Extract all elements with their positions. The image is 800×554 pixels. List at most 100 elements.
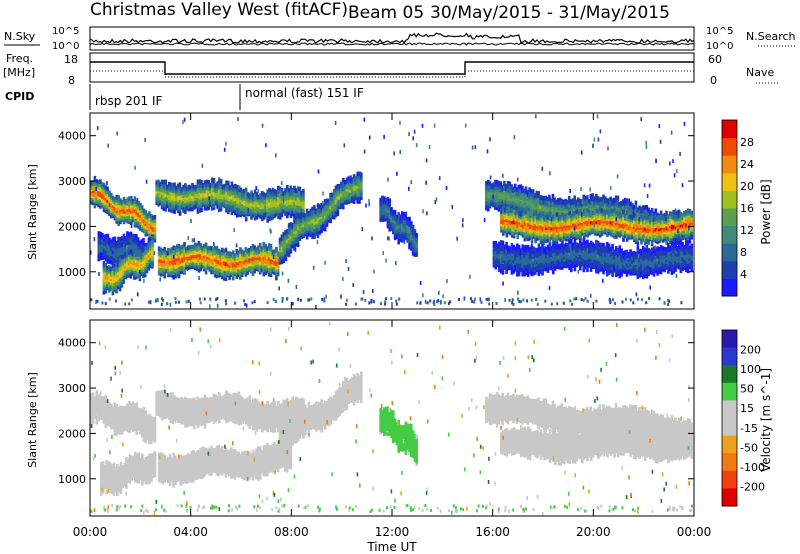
echo-cell (243, 188, 246, 194)
echo-cell (133, 217, 137, 223)
echo-cell (130, 200, 133, 206)
echo-cell (244, 199, 248, 205)
echo-cell (131, 251, 134, 257)
echo-cell (201, 200, 205, 206)
echo-cell (146, 223, 149, 229)
echo-cell (135, 204, 138, 210)
date-range: 30/May/2015 - 31/May/2015 (430, 3, 670, 23)
echo-cell (189, 199, 192, 204)
echo-cell (184, 198, 187, 203)
echo-cell (134, 261, 138, 267)
echo-cell (205, 185, 209, 190)
echo-cell (126, 240, 129, 246)
echo-cell (162, 202, 166, 208)
echo-cell (104, 244, 108, 249)
echo-cell (126, 252, 129, 258)
echo-cell (117, 236, 120, 242)
nsearch-trace (89, 42, 695, 46)
echo-cell (128, 201, 131, 207)
echo-cell (237, 207, 241, 212)
echo-cell (118, 286, 122, 292)
echo-cell (117, 266, 120, 271)
echo-cell (223, 195, 226, 201)
echo-cell (203, 182, 207, 188)
echo-cell (198, 183, 201, 189)
echo-cell (135, 214, 138, 219)
echo-cell (144, 232, 148, 237)
echo-cell (139, 220, 142, 226)
echo-cell (117, 195, 120, 200)
echo-cell (110, 213, 113, 219)
echo-cell (225, 204, 228, 210)
echo-cell (110, 258, 113, 263)
echo-cell (234, 196, 237, 201)
echo-cell (210, 194, 214, 200)
freq-panel: Freq. [MHz] 18 8 60 0 Nave (3, 52, 778, 87)
echo-cell (108, 288, 111, 293)
echo-cell (102, 203, 106, 208)
echo-cell (239, 201, 243, 207)
echo-cell (185, 188, 189, 194)
echo-cell (155, 196, 158, 201)
echo-cell (106, 242, 110, 247)
echo-cell (210, 203, 214, 208)
echo-cell (135, 243, 138, 248)
echo-cell (146, 219, 149, 225)
echo-cell (142, 248, 145, 253)
echo-cell (232, 184, 235, 189)
echo-cell (191, 194, 194, 199)
echo-cell (115, 212, 118, 217)
echo-cell (124, 199, 128, 204)
echo-cell (151, 217, 155, 223)
echo-cell (257, 212, 260, 218)
echo-cell (214, 183, 218, 188)
echo-cell (99, 198, 102, 204)
echo-cell (218, 196, 221, 202)
echo-cell (126, 197, 129, 202)
echo-cell (248, 209, 252, 215)
echo-cell (126, 259, 129, 265)
echo-cell (108, 237, 111, 243)
echo-cell (147, 253, 151, 259)
echo-cell (151, 221, 155, 226)
echo-cell (122, 196, 126, 202)
echo-cell (221, 190, 225, 195)
echo-cell (115, 240, 118, 246)
echo-cell (250, 201, 253, 207)
echo-cell (171, 206, 175, 211)
echo-cell (131, 236, 135, 241)
echo-cell (117, 256, 120, 261)
echo-cell (111, 255, 115, 260)
echo-cell (104, 281, 107, 286)
echo-cell (555, 212, 559, 217)
echo-cell (185, 206, 189, 211)
echo-cell (219, 202, 223, 207)
echo-cell (102, 286, 106, 292)
echo-cell (129, 274, 133, 279)
echo-cell (209, 196, 212, 201)
echo-cell (223, 183, 226, 189)
echo-cell (207, 179, 210, 185)
echo-cell (244, 212, 248, 217)
echo-cell (531, 189, 535, 194)
echo-cell (218, 207, 221, 212)
echo-cell (184, 202, 187, 208)
echo-cell (106, 239, 110, 245)
echo-cell (175, 185, 178, 191)
freq-tick-top: 18 (64, 53, 78, 66)
echo-cell (135, 233, 138, 239)
echo-cell (232, 206, 235, 211)
echo-cell (169, 205, 173, 210)
echo-cell (117, 213, 120, 218)
echo-cell (135, 210, 138, 215)
echo-cell (142, 218, 146, 223)
echo-cell (102, 278, 106, 283)
echo-cell (144, 210, 148, 215)
echo-cell (235, 213, 239, 218)
echo-cell (235, 206, 239, 212)
echo-cell (200, 207, 203, 213)
echo-cell (91, 192, 95, 197)
echo-cell (173, 194, 176, 200)
echo-cell (139, 216, 142, 221)
echo-cell (244, 196, 248, 202)
